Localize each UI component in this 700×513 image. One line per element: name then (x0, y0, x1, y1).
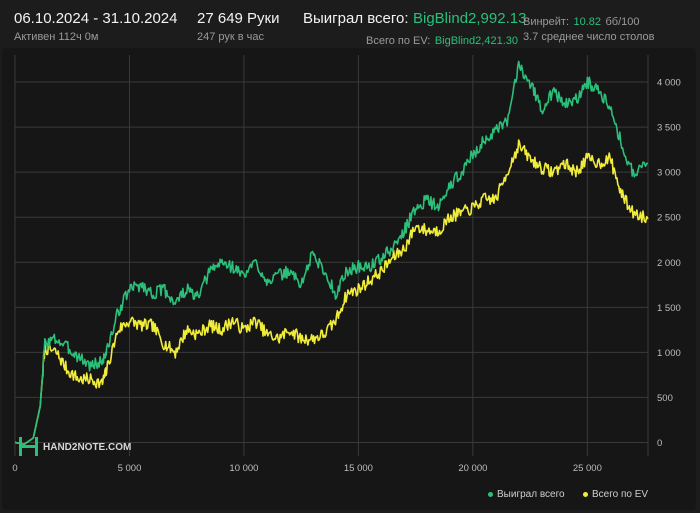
y-tick-label: 2 500 (657, 213, 681, 224)
y-tick-label: 500 (657, 393, 673, 404)
legend-won-dot (488, 491, 493, 497)
series-lines (14, 60, 649, 446)
y-tick-label: 4 000 (657, 78, 681, 89)
y-tick-labels: 0 500 1 000 1 500 2 000 2 500 3 000 3 500 4 000 (657, 78, 681, 449)
x-tick-label: 5 000 (118, 463, 142, 474)
y-tick-label: 1 500 (657, 303, 681, 314)
date-range[interactable]: 06.10.2024 - 31.10.2024 (14, 10, 178, 27)
y-tick-label: 3 000 (657, 168, 681, 179)
series-line-0 (14, 60, 649, 446)
y-tick-label: 3 500 (657, 123, 681, 134)
active-time: Активен 112ч 0м (14, 31, 99, 43)
ev-total: Всего по EV: BigBlind2,421.30 (366, 31, 518, 49)
series-line-1 (14, 139, 649, 446)
legend-won-label: Выиграл всего (497, 489, 565, 500)
x-tick-label: 15 000 (344, 463, 373, 474)
y-tick-label: 0 (657, 438, 662, 449)
x-tick-label: 10 000 (229, 463, 258, 474)
winrate-value: 10.82 (573, 16, 602, 28)
chart-panel (2, 48, 696, 510)
x-tick-labels: 0 5 000 10 000 15 000 20 000 25 000 (12, 463, 602, 474)
legend-won[interactable]: Выиграл всего (488, 489, 565, 500)
grid (14, 55, 649, 456)
legend-ev-label: Всего по EV (592, 489, 649, 500)
winrate: Винрейт: 10.82 бб/100 (523, 12, 639, 30)
ev-value: BigBlind2,421.30 (434, 35, 518, 47)
watermark-logo-bar (19, 445, 38, 448)
x-tick-label: 0 (12, 463, 17, 474)
tables-average: 3.7 среднее число столов (523, 31, 655, 43)
won-label: Выиграл всего: (303, 10, 409, 27)
x-tick-label: 25 000 (573, 463, 602, 474)
winrate-unit: бб/100 (605, 16, 640, 28)
won-value: BigBlind2,992.13 (413, 10, 527, 27)
legend-ev-dot (583, 491, 588, 497)
watermark: HAND2NOTE.COM (19, 437, 131, 456)
y-tick-label: 2 000 (657, 258, 681, 269)
won-total: Выиграл всего: BigBlind2,992.13 (303, 10, 526, 28)
winrate-label: Винрейт: (523, 16, 570, 28)
ev-label: Всего по EV: (366, 35, 431, 47)
hands-count: 27 649 Руки (197, 10, 280, 27)
legend-ev[interactable]: Всего по EV (583, 489, 648, 500)
header: 06.10.2024 - 31.10.2024 Активен 112ч 0м … (0, 0, 700, 50)
x-tick-label: 20 000 (458, 463, 487, 474)
y-tick-label: 1 000 (657, 348, 681, 359)
watermark-text: HAND2NOTE.COM (43, 442, 131, 453)
hands-per-hour: 247 рук в час (197, 31, 265, 43)
